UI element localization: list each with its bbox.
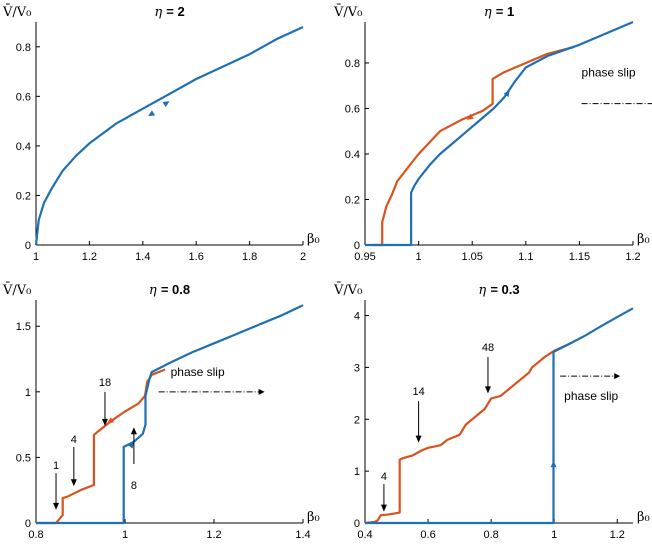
x-tick-label: 0.6 — [420, 529, 435, 541]
y-axis-label: V̄/V₀ — [2, 282, 31, 298]
y-tick-label: 0.8 — [345, 58, 360, 70]
arrow-down — [107, 417, 115, 424]
title-variable: η — [478, 283, 490, 298]
marker-label: 8 — [131, 480, 137, 492]
marker-arrow-head — [70, 479, 77, 487]
marker-arrow-head — [415, 435, 422, 443]
marker-label: 1 — [53, 460, 59, 472]
series-line-down — [373, 45, 575, 247]
y-tick-label: 3 — [354, 362, 360, 374]
marker-arrow-head — [101, 418, 108, 426]
x-tick-label: 0.8 — [483, 529, 498, 541]
marker-label: 18 — [99, 377, 111, 389]
x-tick-label: 1.4 — [135, 251, 150, 263]
y-tick-label: 1 — [25, 387, 31, 399]
y-axis-label: V̄/V₀ — [333, 4, 362, 20]
x-tick-label: 1.1 — [518, 251, 533, 263]
y-axis-label: V̄/V₀ — [333, 282, 362, 298]
series-line-down — [36, 368, 166, 525]
title-value: = 2 — [166, 4, 184, 19]
x-tick-label: 1.2 — [625, 251, 640, 263]
x-tick-label: 1 — [551, 529, 557, 541]
y-tick-label: 0.4 — [16, 141, 31, 153]
phase-slip-label: phase slip — [582, 66, 636, 80]
x-tick-label: 1.2 — [206, 529, 221, 541]
panel-eta-1: 0.95 1 1.05 1.1 1.15 1.2 0 0.2 0.4 0.6 0.8 V̄/V₀ β₀ η… — [333, 4, 652, 263]
panel-eta-2: 1 1.2 1.4 1.6 1.8 2 0 0.2 0.4 0.6 0.8 V̄/V₀ β₀ η = 2 — [2, 4, 320, 263]
title-variable: η — [149, 283, 161, 298]
title-variable: η — [154, 5, 166, 20]
chart-title: η = 0.8 — [149, 282, 190, 298]
arrow-up — [162, 101, 170, 108]
x-tick-label: 1.2 — [82, 251, 97, 263]
x-tick-label: 1 — [33, 251, 39, 263]
arrow-up — [503, 90, 510, 98]
x-tick-label: 1.4 — [295, 529, 310, 541]
y-tick-label: 1.5 — [16, 321, 31, 333]
y-tick-label: 0.5 — [16, 452, 31, 464]
marker-label: 4 — [71, 434, 77, 446]
chart-title: η = 1 — [484, 4, 514, 20]
y-tick-label: 0.6 — [345, 103, 360, 115]
panel-eta-0.3: 0.4 0.6 0.8 1 1.2 0 1 2 3 4 V̄/V₀ β₀ η = 0.3 phase sl… — [333, 282, 650, 541]
series-line-up — [36, 304, 304, 525]
phase-slip-label: phase slip — [171, 365, 225, 379]
x-tick-label: 1.6 — [189, 251, 204, 263]
y-tick-label: 0.8 — [16, 42, 31, 54]
x-tick-label: 1.05 — [461, 251, 482, 263]
y-tick-label: 1 — [354, 466, 360, 478]
x-tick-label: 1 — [122, 529, 128, 541]
x-axis-label: β₀ — [637, 510, 650, 525]
x-axis-label: β₀ — [637, 232, 650, 247]
series-line-up — [34, 26, 304, 246]
y-tick-label: 0 — [354, 240, 360, 252]
x-tick-label: 0.4 — [357, 529, 372, 541]
x-tick-label: 1.8 — [242, 251, 257, 263]
y-tick-label: 0.4 — [345, 149, 360, 161]
y-tick-label: 0.2 — [345, 194, 360, 206]
chart-title: η = 2 — [154, 4, 184, 20]
y-tick-label: 2 — [354, 414, 360, 426]
arrow-down — [466, 113, 474, 120]
y-tick-label: 0.2 — [16, 190, 31, 202]
marker-label: 14 — [412, 386, 424, 398]
x-tick-label: 0.95 — [354, 251, 375, 263]
arrow-up — [127, 441, 134, 449]
marker-label: 4 — [381, 471, 387, 483]
series-line-up — [365, 20, 634, 247]
series-line-up — [365, 307, 634, 525]
y-tick-label: 0 — [354, 518, 360, 530]
title-value: = 0.3 — [490, 282, 519, 297]
marker-arrow-head — [484, 386, 491, 394]
title-value: = 1 — [496, 4, 514, 19]
x-tick-label: 2 — [300, 251, 306, 263]
x-tick-label: 1.15 — [569, 251, 590, 263]
phase-slip-label: phase slip — [564, 389, 618, 403]
x-tick-label: 0.8 — [28, 529, 43, 541]
series-line-down — [364, 342, 571, 525]
marker-label: 48 — [482, 342, 494, 354]
marker-arrow-head — [380, 504, 387, 512]
y-tick-label: 4 — [354, 311, 360, 323]
x-tick-label: 1 — [416, 251, 422, 263]
title-value: = 0.8 — [161, 282, 190, 297]
phase-slip-arrow-head — [258, 388, 265, 395]
y-axis-label: V̄/V₀ — [2, 4, 31, 20]
phase-slip-arrow-head — [614, 373, 621, 380]
arrow-down — [148, 110, 156, 117]
marker-arrow-head — [130, 427, 137, 435]
title-variable: η — [484, 5, 496, 20]
arrow-up — [550, 460, 557, 468]
y-tick-label: 0 — [25, 240, 31, 252]
x-axis-label: β₀ — [307, 232, 320, 247]
y-tick-label: 0.6 — [16, 91, 31, 103]
marker-arrow-head — [53, 502, 60, 510]
y-tick-label: 0 — [25, 518, 31, 530]
panel-eta-0.8: 0.8 1 1.2 1.4 0 0.5 1 1.5 V̄/V₀ β₀ η = 0.8 phase sl… — [2, 282, 320, 541]
x-axis-label: β₀ — [307, 510, 320, 525]
chart-title: η = 0.3 — [478, 282, 519, 298]
x-tick-label: 1.2 — [610, 529, 625, 541]
